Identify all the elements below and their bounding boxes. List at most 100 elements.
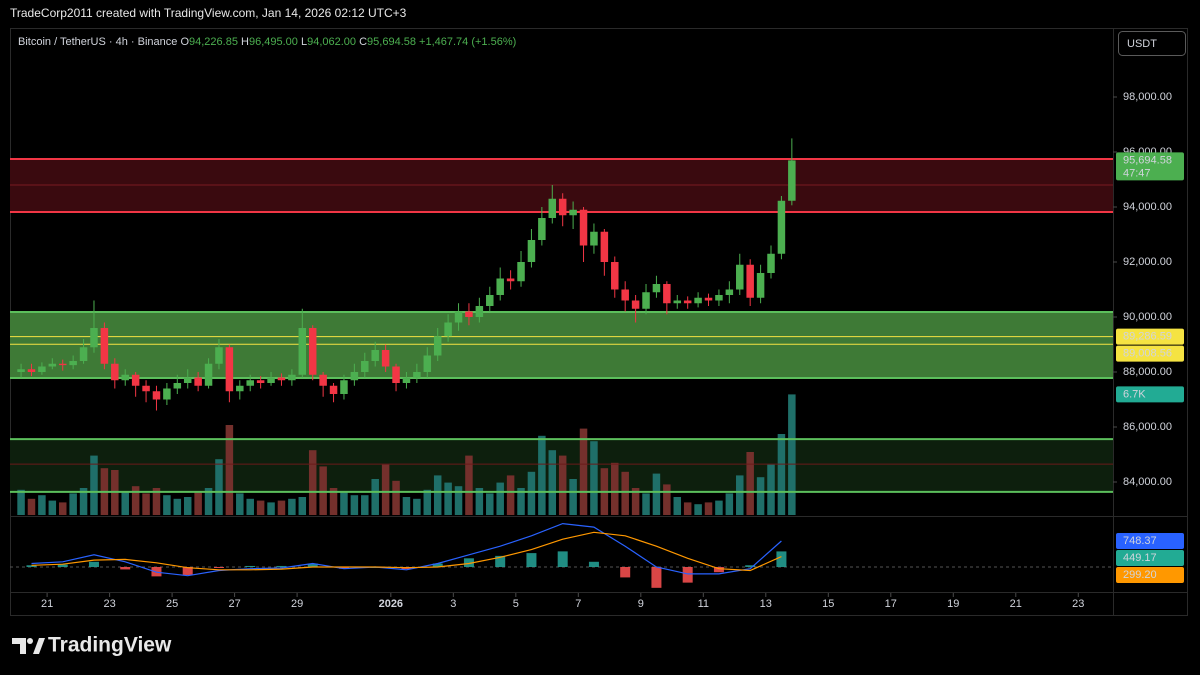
- volume-bar: [17, 489, 25, 515]
- volume-bar: [756, 477, 765, 515]
- macd-label: 748.37: [1123, 535, 1157, 547]
- y-tick-label: 98,000.00: [1123, 91, 1172, 103]
- x-tick-label: 13: [760, 598, 772, 610]
- x-tick-label: 17: [885, 598, 897, 610]
- x-tick-label: 29: [291, 598, 303, 610]
- volume-bar: [611, 462, 619, 515]
- x-tick-label: 2026: [379, 598, 403, 610]
- macd-histogram-bar: [57, 564, 68, 567]
- volume-bar: [454, 486, 463, 515]
- volume-bar: [38, 495, 46, 515]
- volume-bar: [371, 479, 379, 515]
- macd-line: [31, 522, 782, 577]
- volume-bar: [579, 428, 588, 515]
- volume-bar: [256, 500, 265, 515]
- volume-bar: [517, 488, 525, 515]
- volume-bar: [90, 455, 98, 515]
- volume-bar: [267, 502, 275, 515]
- candle-body: [256, 380, 265, 383]
- candle-body: [131, 374, 140, 386]
- currency-button-label[interactable]: USDT: [1127, 38, 1157, 50]
- candle-body: [413, 371, 421, 378]
- x-tick-label: 15: [822, 598, 834, 610]
- x-tick-label: 9: [638, 598, 644, 610]
- volume-bar: [788, 394, 796, 515]
- macd-histogram-bar: [26, 565, 37, 567]
- volume-bar: [746, 452, 754, 515]
- candle-body: [517, 261, 525, 282]
- candle-body: [527, 239, 536, 262]
- last-price-countdown: 47:47: [1123, 167, 1151, 179]
- macd-label-box: [1116, 533, 1184, 550]
- volume-bar: [142, 493, 150, 515]
- volume-bar: [27, 498, 36, 515]
- candle-body: [225, 347, 234, 392]
- candle-body: [17, 369, 25, 372]
- candle-body: [746, 264, 754, 298]
- level-label-box: [1116, 345, 1184, 362]
- x-tick-label: 23: [1072, 598, 1084, 610]
- x-tick-label: 23: [103, 598, 115, 610]
- volume-bar: [548, 450, 557, 515]
- y-tick-label: 92,000.00: [1123, 256, 1172, 268]
- last-price-label-box: [1116, 152, 1184, 181]
- volume-bar: [131, 486, 140, 515]
- brand-logo-t: [12, 638, 26, 654]
- candle-body: [496, 278, 504, 295]
- caption: TradeCorp2011 created with TradingView.c…: [10, 6, 407, 20]
- volume-bar: [204, 488, 213, 515]
- candle-body: [69, 360, 77, 366]
- volume-bar: [527, 471, 536, 515]
- candle-body: [694, 297, 702, 304]
- volume-bar: [340, 491, 348, 515]
- candle-body: [121, 374, 129, 381]
- candle-body: [558, 198, 567, 216]
- volume-bar: [475, 488, 484, 515]
- candle-body: [319, 374, 327, 386]
- candle-body: [767, 253, 775, 273]
- candle-body: [111, 363, 119, 381]
- candle-body: [246, 380, 254, 386]
- volume-bar: [673, 497, 682, 515]
- level-label: 89,008.56: [1123, 348, 1172, 360]
- volume-bar: [433, 475, 442, 515]
- volume-bar: [215, 459, 223, 515]
- candle-body: [621, 289, 629, 301]
- macd-histogram-bar: [276, 565, 287, 567]
- volume-bar: [308, 450, 317, 515]
- macd-histogram-bar: [463, 558, 474, 567]
- volume-bar: [725, 493, 734, 515]
- volume-bar: [183, 497, 192, 515]
- candle-body: [590, 231, 598, 246]
- volume-label-box: [1116, 386, 1184, 403]
- volume-bar: [246, 498, 254, 515]
- volume-bar: [329, 488, 338, 515]
- legend-close: 95,694.58: [367, 36, 416, 48]
- candle-body: [673, 300, 682, 304]
- candle-body: [58, 363, 67, 366]
- candle-body: [475, 305, 484, 317]
- volume-bar: [631, 488, 640, 515]
- volume-bar: [392, 480, 400, 515]
- candle-body: [683, 300, 692, 304]
- volume-bar: [298, 497, 307, 515]
- candle-body: [27, 369, 36, 372]
- candle-body: [204, 363, 213, 386]
- volume-bar: [642, 493, 650, 515]
- currency-button[interactable]: [1118, 31, 1186, 56]
- candle-body: [215, 347, 223, 364]
- candle-body: [652, 283, 661, 293]
- candle-body: [569, 209, 577, 216]
- volume-bar: [736, 475, 744, 515]
- candle-body: [267, 377, 275, 383]
- volume-bar: [538, 435, 546, 515]
- volume-bar: [361, 495, 369, 515]
- candle-body: [329, 385, 338, 394]
- candle-body: [79, 347, 88, 361]
- zone: [10, 312, 1113, 379]
- candle-body: [788, 160, 796, 201]
- signal-label-box: [1116, 567, 1184, 584]
- volume-bar: [683, 502, 692, 515]
- volume-bar: [506, 475, 515, 515]
